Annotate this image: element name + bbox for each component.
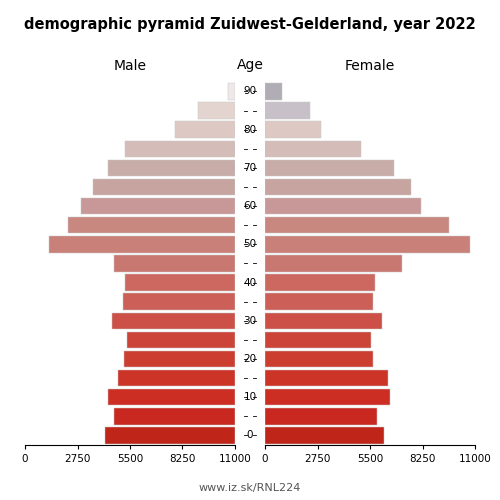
Bar bbox=[265, 389, 390, 406]
Text: demographic pyramid Zuidwest-Gelderland, year 2022: demographic pyramid Zuidwest-Gelderland,… bbox=[24, 18, 476, 32]
Text: 80: 80 bbox=[244, 124, 256, 134]
Bar bbox=[265, 140, 362, 157]
Bar bbox=[265, 236, 470, 252]
Bar bbox=[93, 179, 235, 195]
Bar bbox=[118, 370, 235, 386]
Bar bbox=[49, 236, 235, 252]
Text: 70: 70 bbox=[244, 163, 256, 173]
Bar bbox=[265, 312, 382, 329]
Bar bbox=[265, 83, 281, 100]
Text: 50: 50 bbox=[244, 240, 256, 250]
Bar bbox=[265, 294, 373, 310]
Bar bbox=[265, 427, 384, 444]
Bar bbox=[265, 160, 394, 176]
Bar bbox=[265, 217, 449, 234]
Bar bbox=[112, 312, 235, 329]
Bar bbox=[265, 122, 322, 138]
Text: 0: 0 bbox=[247, 430, 254, 440]
Text: 90: 90 bbox=[244, 86, 256, 97]
Bar bbox=[125, 274, 235, 291]
Bar bbox=[105, 427, 235, 444]
Bar bbox=[265, 332, 371, 348]
Bar bbox=[265, 255, 402, 272]
Bar bbox=[265, 351, 373, 367]
Bar bbox=[265, 179, 411, 195]
Bar bbox=[175, 122, 235, 138]
Bar bbox=[114, 408, 235, 424]
Text: 60: 60 bbox=[244, 201, 256, 211]
Bar bbox=[198, 102, 235, 119]
Bar bbox=[265, 408, 376, 424]
Bar bbox=[108, 160, 235, 176]
Bar bbox=[82, 198, 235, 214]
Bar bbox=[68, 217, 235, 234]
Bar bbox=[114, 255, 235, 272]
Text: Age: Age bbox=[236, 58, 264, 72]
Bar bbox=[125, 140, 235, 157]
Text: 30: 30 bbox=[244, 316, 256, 326]
Bar bbox=[265, 370, 388, 386]
Bar bbox=[265, 198, 420, 214]
Text: 40: 40 bbox=[244, 278, 256, 287]
Bar bbox=[228, 83, 235, 100]
Bar bbox=[124, 351, 235, 367]
Text: Female: Female bbox=[345, 58, 395, 72]
Bar bbox=[265, 102, 310, 119]
Text: 10: 10 bbox=[244, 392, 256, 402]
Bar bbox=[265, 274, 375, 291]
Text: Male: Male bbox=[114, 58, 146, 72]
Text: www.iz.sk/RNL224: www.iz.sk/RNL224 bbox=[199, 482, 301, 492]
Bar bbox=[124, 294, 235, 310]
Text: 20: 20 bbox=[244, 354, 256, 364]
Bar bbox=[127, 332, 235, 348]
Bar bbox=[108, 389, 235, 406]
